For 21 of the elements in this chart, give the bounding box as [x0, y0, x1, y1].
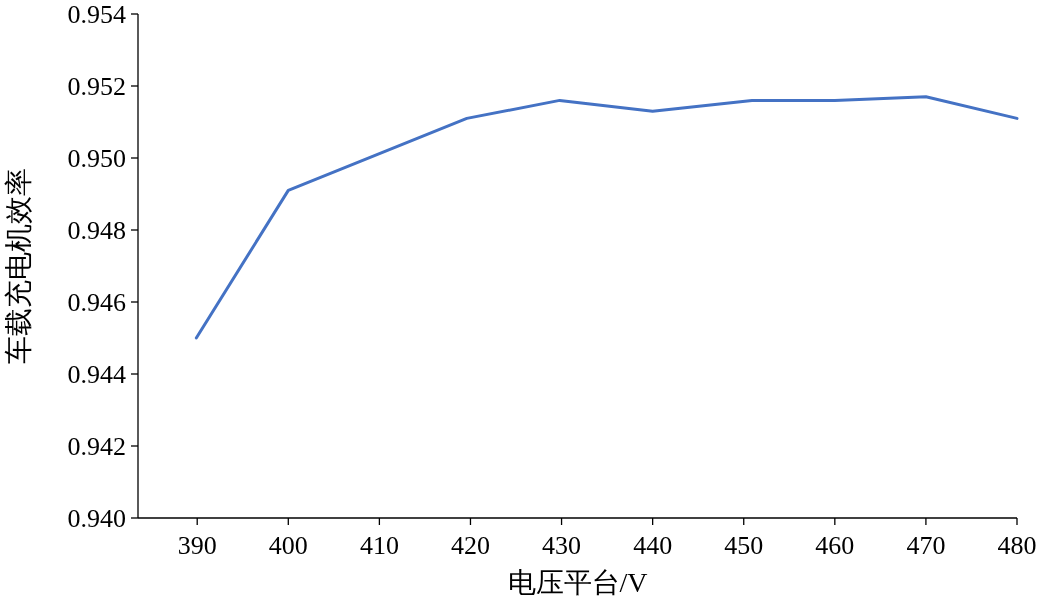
y-tick-label: 0.946 — [67, 288, 126, 317]
x-tick-label: 430 — [542, 531, 582, 560]
y-tick-label: 0.944 — [67, 360, 126, 389]
y-tick-label: 0.954 — [67, 0, 126, 29]
y-axis-title: 车载充电机效率 — [3, 168, 34, 364]
x-tick-label: 450 — [724, 531, 764, 560]
x-tick-label: 460 — [815, 531, 855, 560]
x-tick-label: 440 — [633, 531, 673, 560]
y-tick-label: 0.952 — [67, 72, 126, 101]
y-tick-label: 0.942 — [67, 432, 126, 461]
x-tick-label: 470 — [906, 531, 946, 560]
line-series — [194, 95, 1019, 340]
x-tick-label: 480 — [997, 531, 1037, 560]
x-tick-label: 400 — [268, 531, 308, 560]
x-tick-label: 420 — [450, 531, 490, 560]
y-tick-label: 0.948 — [67, 216, 126, 245]
x-axis-title: 电压平台/V — [507, 567, 648, 598]
x-tick-label: 390 — [177, 531, 217, 560]
y-tick-label: 0.950 — [67, 144, 126, 173]
x-tick-label: 410 — [359, 531, 399, 560]
y-tick-label: 0.940 — [67, 504, 126, 533]
